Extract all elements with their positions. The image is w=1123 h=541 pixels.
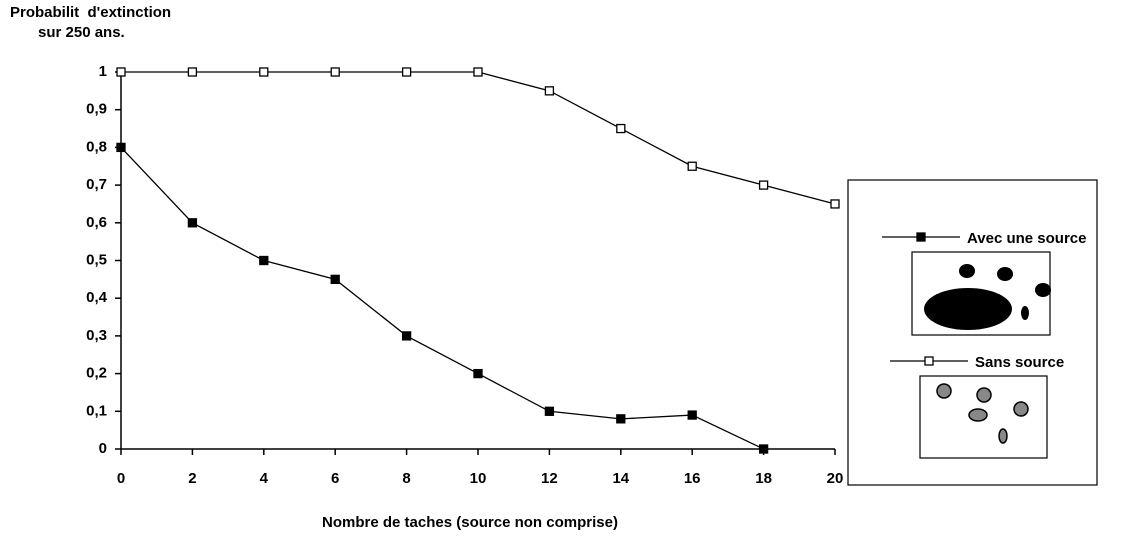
x-tick-label: 4 (260, 470, 269, 487)
y-tick-label: 0 (99, 440, 107, 457)
data-point (545, 87, 553, 95)
y-tick-label: 0,8 (86, 138, 107, 155)
x-tick-label: 14 (612, 470, 629, 487)
legend-label: Sans source (975, 354, 1064, 371)
data-point (403, 332, 411, 340)
data-point (474, 370, 482, 378)
legend-marker (925, 357, 933, 365)
y-tick-label: 0,6 (86, 214, 107, 231)
y-tick-label: 0,9 (86, 101, 107, 118)
x-tick-label: 12 (541, 470, 558, 487)
data-point (617, 415, 625, 423)
x-tick-label: 18 (755, 470, 772, 487)
y-tick-label: 0,3 (86, 327, 107, 344)
data-point (117, 143, 125, 151)
data-point (188, 68, 196, 76)
data-point (188, 219, 196, 227)
series-line (121, 147, 764, 449)
legend-box (848, 180, 1097, 485)
x-tick-label: 0 (117, 470, 125, 487)
chart: Probabilit d'extinction sur 250 ans. Nom… (0, 0, 1123, 541)
data-point (403, 68, 411, 76)
y-tick-label: 0,5 (86, 251, 107, 268)
x-tick-label: 6 (331, 470, 339, 487)
data-point (474, 68, 482, 76)
y-tick-label: 0,4 (86, 289, 108, 306)
y-tick-label: 1 (99, 63, 107, 80)
y-tick-label: 0,7 (86, 176, 107, 193)
x-tick-label: 2 (188, 470, 196, 487)
x-tick-label: 8 (402, 470, 410, 487)
data-point (260, 257, 268, 265)
data-point (331, 68, 339, 76)
data-point (688, 162, 696, 170)
x-axis-title: Nombre de taches (source non comprise) (322, 514, 618, 531)
y-axis-title: Probabilit d'extinction (10, 4, 171, 21)
data-point (760, 445, 768, 453)
legend-marker (917, 233, 925, 241)
legend-label: Avec une source (967, 230, 1087, 247)
x-tick-label: 10 (470, 470, 487, 487)
data-point (688, 411, 696, 419)
data-point (760, 181, 768, 189)
data-point (617, 125, 625, 133)
data-point (117, 68, 125, 76)
data-point (260, 68, 268, 76)
y-axis-title: sur 250 ans. (38, 24, 125, 41)
x-tick-label: 20 (827, 470, 844, 487)
data-point (545, 407, 553, 415)
y-tick-label: 0,1 (86, 402, 107, 419)
data-point (831, 200, 839, 208)
x-tick-label: 16 (684, 470, 701, 487)
y-tick-label: 0,2 (86, 365, 107, 382)
series-line (121, 72, 835, 204)
data-point (331, 275, 339, 283)
